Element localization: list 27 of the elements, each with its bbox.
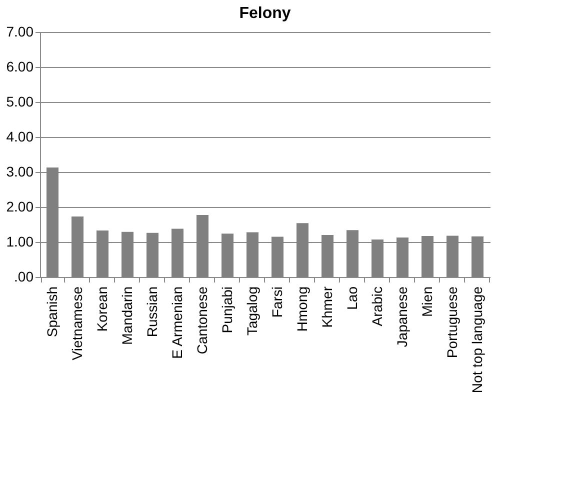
- chart-title: Felony: [239, 5, 291, 22]
- x-tick-label: E Armenian: [169, 286, 185, 359]
- y-tick-label: .00: [14, 268, 34, 284]
- x-tick-label: Tagalog: [244, 286, 260, 336]
- x-tick-label: Spanish: [44, 286, 60, 338]
- x-tick-label: Farsi: [269, 286, 285, 318]
- x-tick-label: Hmong: [294, 286, 310, 332]
- x-tick-label: Russian: [144, 286, 160, 338]
- x-tick-label: Not top language: [469, 286, 485, 394]
- y-tick-label: 1.00: [6, 234, 34, 250]
- y-tick-label: 2.00: [6, 198, 34, 214]
- x-tick-label: Mien: [419, 286, 435, 317]
- y-tick-label: 6.00: [6, 58, 34, 74]
- x-tick-label: Lao: [344, 286, 360, 310]
- x-tick-label: Japanese: [394, 286, 410, 348]
- y-tick-label: 5.00: [6, 94, 34, 110]
- x-tick-label: Arabic: [369, 286, 385, 326]
- y-tick-label: 7.00: [6, 24, 34, 40]
- x-tick-label: Portuguese: [444, 286, 460, 358]
- x-tick-label: Khmer: [319, 286, 335, 328]
- x-tick-label: Mandarin: [119, 286, 135, 345]
- x-tick-label: Vietnamese: [69, 286, 85, 360]
- x-tick-label: Punjabi: [219, 286, 235, 334]
- y-tick-label: 4.00: [6, 128, 34, 144]
- x-tick-label: Cantonese: [194, 286, 210, 354]
- y-tick-label: 3.00: [6, 164, 34, 180]
- x-tick-label: Korean: [94, 286, 110, 332]
